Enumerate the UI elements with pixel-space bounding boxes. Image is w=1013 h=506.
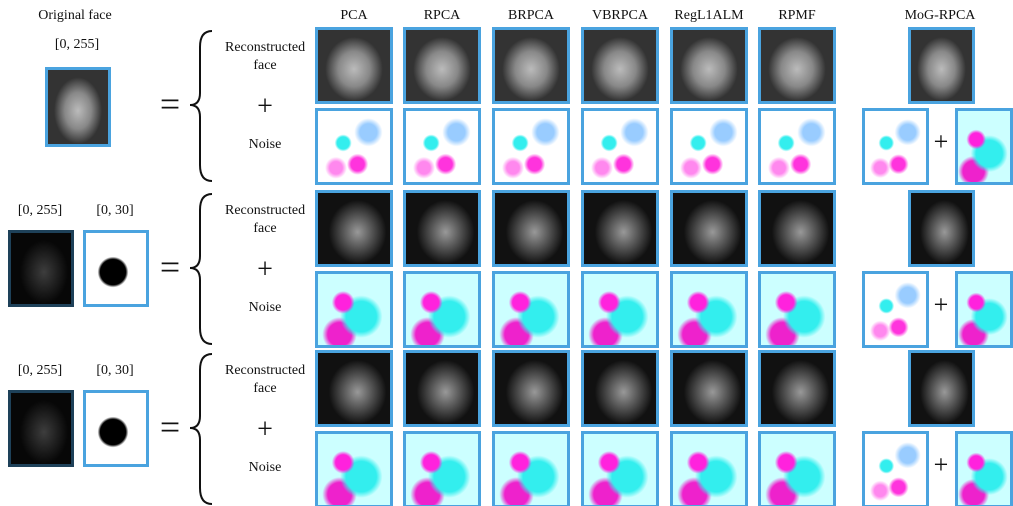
- noise-image: [403, 271, 481, 348]
- noise-image: [492, 271, 570, 348]
- noise-range-image: [83, 230, 149, 307]
- reconstructed-image: [492, 190, 570, 267]
- reconstructed-image: [670, 190, 748, 267]
- reconstructed-label: Reconstructed face: [225, 39, 305, 75]
- original-image: [8, 230, 74, 307]
- range-label: [0, 255]: [0, 203, 80, 219]
- reconstructed-image: [758, 350, 836, 427]
- reconstructed-image: [758, 27, 836, 104]
- reconstructed-image: [403, 350, 481, 427]
- reconstructed-label: Reconstructed face: [225, 362, 305, 398]
- noise-image: [315, 431, 393, 506]
- noise-image: [403, 431, 481, 506]
- original-image: [8, 390, 74, 467]
- plus: +: [928, 290, 954, 320]
- noise-image: [670, 431, 748, 506]
- noise-range-image: [83, 390, 149, 467]
- reconstructed-image: [315, 190, 393, 267]
- figure: Original face PCARPCABRPCAVBRPCARegL1ALM…: [0, 0, 1013, 506]
- reconstructed-image: [403, 190, 481, 267]
- reconstructed-label: Reconstructed face: [225, 202, 305, 238]
- method-label: RPMF: [747, 8, 847, 24]
- noise-image: [670, 271, 748, 348]
- noise-image: [403, 108, 481, 185]
- brace: [190, 354, 212, 504]
- reconstructed-image: [403, 27, 481, 104]
- method-label: RegL1ALM: [659, 8, 759, 24]
- range-label: [0, 30]: [75, 363, 155, 379]
- brace: [190, 31, 212, 181]
- equals: =: [155, 406, 185, 448]
- reconstructed-image: [315, 350, 393, 427]
- reconstructed-image: [908, 27, 975, 104]
- noise-image: [670, 108, 748, 185]
- reconstructed-image: [908, 190, 975, 267]
- reconstructed-image: [581, 350, 659, 427]
- method-label: VBRPCA: [570, 8, 670, 24]
- original-image: [45, 67, 111, 147]
- noise-image: [758, 271, 836, 348]
- brace: [190, 194, 212, 344]
- plus: +: [250, 414, 280, 446]
- reconstructed-image: [908, 350, 975, 427]
- noise-image: [315, 108, 393, 185]
- range-label: [0, 255]: [0, 363, 80, 379]
- noise-image: [862, 108, 929, 185]
- method-label: MoG-RPCA: [890, 8, 990, 24]
- noise-image: [581, 108, 659, 185]
- method-label: PCA: [304, 8, 404, 24]
- noise-image: [492, 431, 570, 506]
- reconstructed-image: [581, 27, 659, 104]
- noise-label: Noise: [225, 460, 305, 476]
- plus: +: [928, 450, 954, 480]
- plus: +: [250, 91, 280, 123]
- noise-image: [758, 431, 836, 506]
- range-label: [0, 255]: [37, 37, 117, 53]
- plus: +: [250, 254, 280, 286]
- noise-image: [492, 108, 570, 185]
- noise-image: [955, 108, 1013, 185]
- reconstructed-image: [758, 190, 836, 267]
- reconstructed-image: [581, 190, 659, 267]
- noise-label: Noise: [225, 137, 305, 153]
- reconstructed-image: [492, 27, 570, 104]
- reconstructed-image: [492, 350, 570, 427]
- reconstructed-image: [315, 27, 393, 104]
- range-label: [0, 30]: [75, 203, 155, 219]
- method-label: BRPCA: [481, 8, 581, 24]
- noise-image: [955, 431, 1013, 506]
- noise-image: [955, 271, 1013, 348]
- equals: =: [155, 246, 185, 288]
- noise-image: [581, 271, 659, 348]
- noise-label: Noise: [225, 300, 305, 316]
- noise-image: [315, 271, 393, 348]
- reconstructed-image: [670, 350, 748, 427]
- noise-image: [758, 108, 836, 185]
- reconstructed-image: [670, 27, 748, 104]
- method-label: RPCA: [392, 8, 492, 24]
- noise-image: [581, 431, 659, 506]
- plus: +: [928, 127, 954, 157]
- equals: =: [155, 83, 185, 125]
- noise-image: [862, 431, 929, 506]
- noise-image: [862, 271, 929, 348]
